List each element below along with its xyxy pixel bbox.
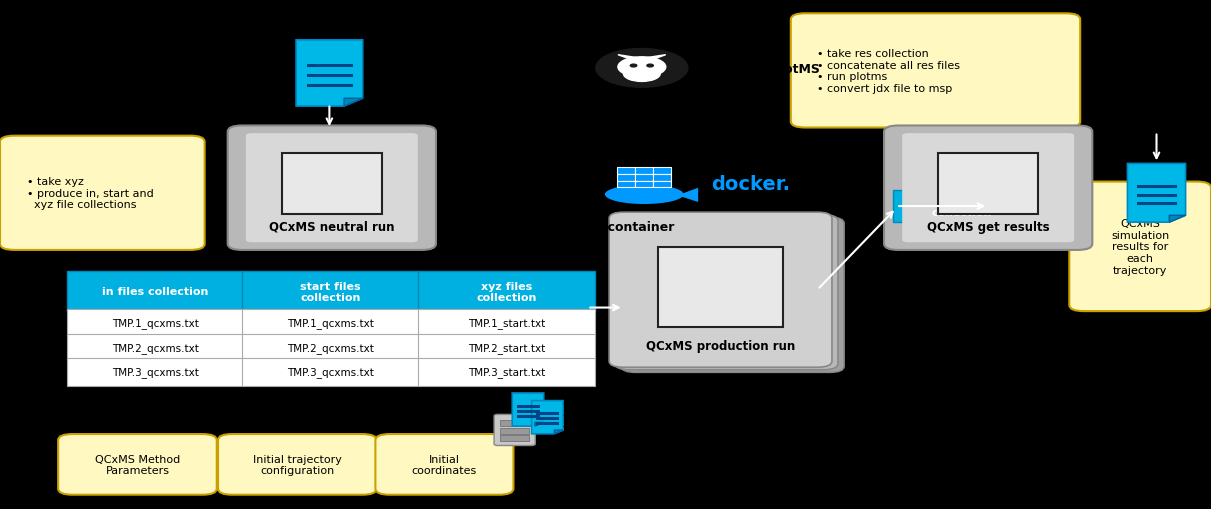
FancyBboxPatch shape bbox=[242, 271, 419, 313]
Text: Initial
coordinates: Initial coordinates bbox=[412, 454, 477, 475]
Text: xyz files
collection: xyz files collection bbox=[476, 281, 536, 303]
Text: TMP.1_qcxms.txt: TMP.1_qcxms.txt bbox=[287, 318, 374, 329]
FancyBboxPatch shape bbox=[282, 153, 381, 214]
FancyBboxPatch shape bbox=[418, 271, 595, 313]
Circle shape bbox=[630, 65, 637, 68]
FancyBboxPatch shape bbox=[494, 414, 535, 446]
FancyBboxPatch shape bbox=[0, 136, 205, 250]
Text: QCxMS Method
Parameters: QCxMS Method Parameters bbox=[94, 454, 180, 475]
FancyBboxPatch shape bbox=[242, 334, 419, 361]
FancyBboxPatch shape bbox=[418, 358, 595, 386]
Text: QCxMS
simulation
results for
each
trajectory: QCxMS simulation results for each trajec… bbox=[1110, 219, 1170, 275]
FancyBboxPatch shape bbox=[659, 248, 782, 327]
Text: TMP.2_qcxms.txt: TMP.2_qcxms.txt bbox=[111, 342, 199, 353]
Circle shape bbox=[618, 58, 666, 78]
FancyBboxPatch shape bbox=[654, 175, 672, 181]
Text: docker.: docker. bbox=[711, 175, 790, 194]
Polygon shape bbox=[1127, 164, 1186, 223]
FancyBboxPatch shape bbox=[621, 218, 844, 373]
Text: TMP.1_qcxms.txt: TMP.1_qcxms.txt bbox=[111, 318, 199, 329]
Text: QCxMS container: QCxMS container bbox=[553, 220, 675, 233]
FancyBboxPatch shape bbox=[67, 271, 243, 313]
Text: start files
collection: start files collection bbox=[300, 281, 361, 303]
FancyBboxPatch shape bbox=[939, 153, 1038, 214]
Text: QCxMS get results: QCxMS get results bbox=[926, 220, 1050, 233]
Polygon shape bbox=[532, 401, 563, 434]
Polygon shape bbox=[297, 41, 363, 107]
FancyBboxPatch shape bbox=[618, 181, 636, 188]
Ellipse shape bbox=[606, 185, 683, 205]
FancyBboxPatch shape bbox=[636, 168, 654, 175]
FancyBboxPatch shape bbox=[67, 309, 243, 337]
FancyBboxPatch shape bbox=[636, 181, 654, 188]
Text: res files
collection: res files collection bbox=[931, 196, 992, 217]
Text: QCxMS production run: QCxMS production run bbox=[645, 340, 796, 352]
FancyBboxPatch shape bbox=[246, 134, 418, 243]
FancyBboxPatch shape bbox=[58, 434, 217, 495]
FancyBboxPatch shape bbox=[618, 168, 636, 175]
FancyBboxPatch shape bbox=[893, 190, 1031, 223]
Polygon shape bbox=[645, 55, 666, 61]
FancyBboxPatch shape bbox=[67, 334, 243, 361]
FancyBboxPatch shape bbox=[654, 168, 672, 175]
FancyBboxPatch shape bbox=[67, 358, 243, 386]
Polygon shape bbox=[512, 393, 544, 427]
FancyBboxPatch shape bbox=[654, 181, 672, 188]
Polygon shape bbox=[1170, 216, 1186, 223]
FancyBboxPatch shape bbox=[884, 126, 1092, 250]
FancyBboxPatch shape bbox=[500, 435, 529, 441]
FancyBboxPatch shape bbox=[1069, 182, 1211, 312]
FancyBboxPatch shape bbox=[375, 434, 513, 495]
Circle shape bbox=[596, 49, 688, 88]
Text: QCxMS neutral run: QCxMS neutral run bbox=[269, 220, 395, 233]
Text: Initial trajectory
configuration: Initial trajectory configuration bbox=[253, 454, 342, 475]
Circle shape bbox=[647, 65, 654, 68]
Polygon shape bbox=[555, 430, 563, 434]
Circle shape bbox=[624, 67, 660, 82]
Text: QCxMS & PlotMS: QCxMS & PlotMS bbox=[701, 62, 820, 75]
Text: • take in, start, xyz collection
• producing res file collection
• one job per t: • take in, start, xyz collection • produ… bbox=[562, 398, 727, 432]
Text: • take xyz
• produce in, start and
  xyz file collections: • take xyz • produce in, start and xyz f… bbox=[27, 177, 154, 210]
FancyBboxPatch shape bbox=[902, 134, 1074, 243]
Text: TMP.1_start.txt: TMP.1_start.txt bbox=[467, 318, 545, 329]
FancyBboxPatch shape bbox=[242, 358, 419, 386]
Text: • take res collection
• concatenate all res files
• run plotms
• convert jdx fil: • take res collection • concatenate all … bbox=[817, 49, 960, 94]
FancyBboxPatch shape bbox=[500, 428, 529, 434]
Text: TMP.3_start.txt: TMP.3_start.txt bbox=[467, 366, 545, 378]
FancyBboxPatch shape bbox=[218, 434, 377, 495]
FancyBboxPatch shape bbox=[791, 14, 1080, 128]
FancyBboxPatch shape bbox=[418, 309, 595, 337]
Text: TMP.2_start.txt: TMP.2_start.txt bbox=[467, 342, 545, 353]
FancyBboxPatch shape bbox=[242, 309, 419, 337]
Text: TMP.3_qcxms.txt: TMP.3_qcxms.txt bbox=[111, 366, 199, 378]
Polygon shape bbox=[344, 99, 363, 107]
Polygon shape bbox=[677, 188, 698, 203]
Text: TMP.3_qcxms.txt: TMP.3_qcxms.txt bbox=[287, 366, 374, 378]
FancyBboxPatch shape bbox=[228, 126, 436, 250]
FancyBboxPatch shape bbox=[615, 215, 838, 370]
FancyBboxPatch shape bbox=[500, 420, 529, 427]
FancyBboxPatch shape bbox=[609, 213, 832, 367]
Polygon shape bbox=[618, 55, 638, 61]
Text: in files collection: in files collection bbox=[102, 287, 208, 297]
FancyBboxPatch shape bbox=[618, 175, 636, 181]
Polygon shape bbox=[535, 422, 544, 427]
FancyBboxPatch shape bbox=[636, 175, 654, 181]
FancyBboxPatch shape bbox=[418, 334, 595, 361]
Text: TMP.2_qcxms.txt: TMP.2_qcxms.txt bbox=[287, 342, 374, 353]
